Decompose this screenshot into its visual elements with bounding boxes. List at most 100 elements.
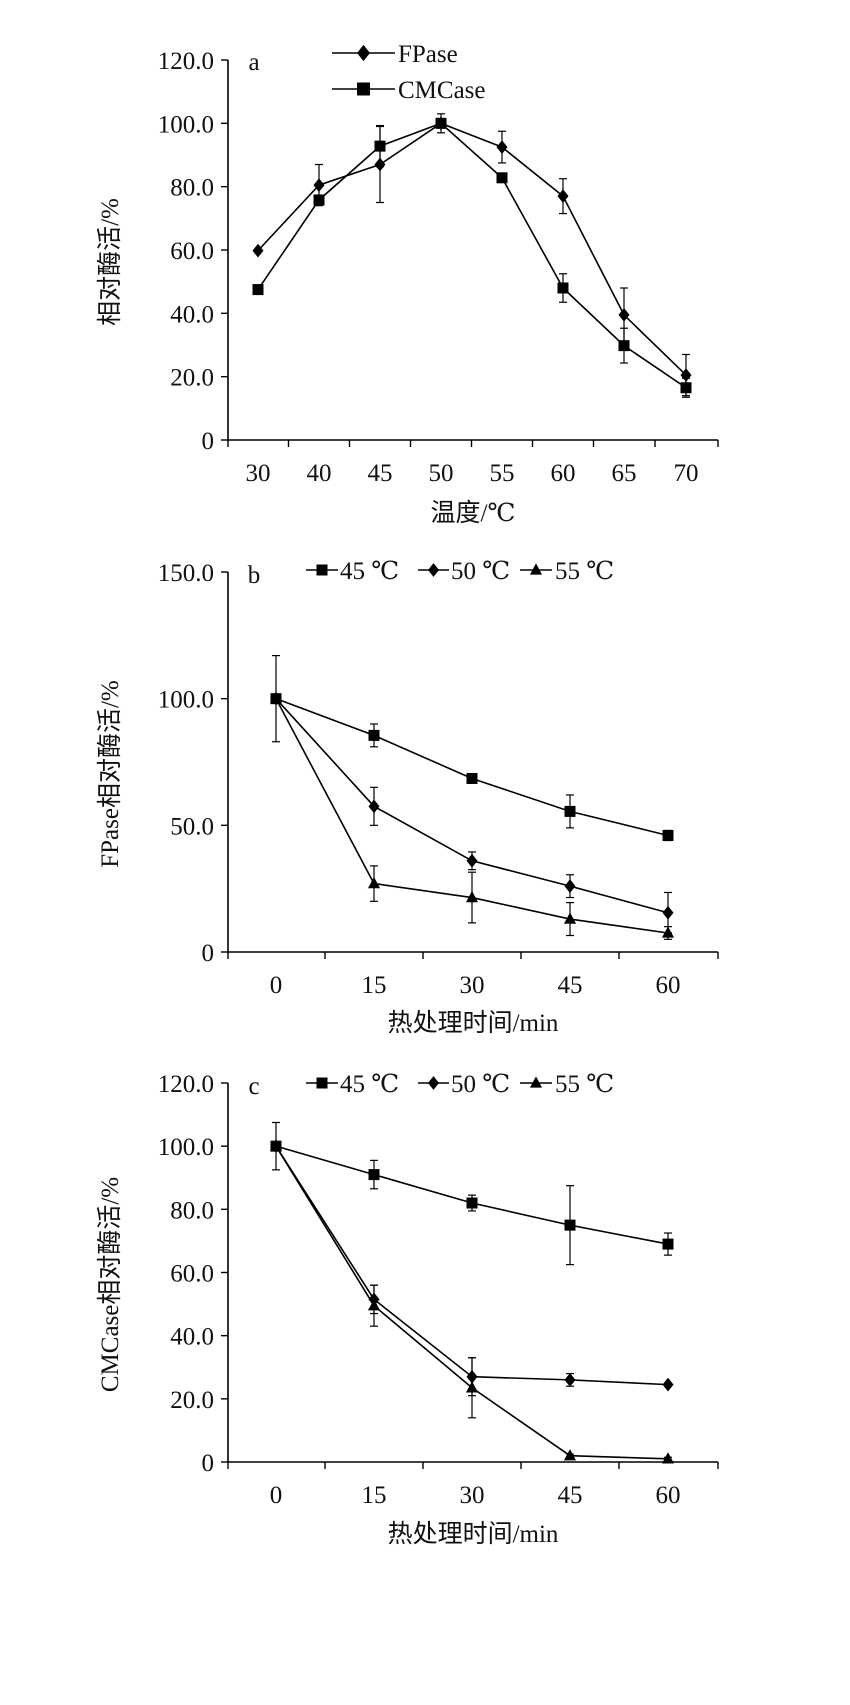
chart-panel-a: 0 20.0 40.0 60.0 80.0 100.0 120.0 30 40 45 50 55 60 6… <box>96 41 719 527</box>
legend-label: 50 ℃ <box>451 558 510 585</box>
y-tick-label: 120.0 <box>158 1071 214 1098</box>
data-point <box>564 1219 576 1231</box>
y-tick-label: 120.0 <box>158 48 214 75</box>
data-point <box>368 1169 380 1181</box>
legend-label: 55 ℃ <box>555 1071 614 1098</box>
data-point <box>313 178 325 192</box>
x-tick-label: 30 <box>460 1482 485 1509</box>
data-point <box>368 799 380 814</box>
legend-marker <box>529 563 543 575</box>
y-tick-label: 0 <box>202 940 215 967</box>
data-point <box>367 877 381 889</box>
data-point <box>269 1139 283 1151</box>
legend-label: 45 ℃ <box>340 1071 399 1098</box>
x-tick-label: 50 <box>429 460 454 487</box>
y-tick-label: 80.0 <box>170 1197 214 1224</box>
data-point <box>466 1197 478 1209</box>
data-point <box>466 1369 478 1384</box>
x-tick-label: 60 <box>656 972 681 999</box>
data-point <box>680 368 692 382</box>
x-tick-label: 60 <box>551 460 576 487</box>
x-tick-label: 65 <box>612 460 637 487</box>
x-tick-label: 45 <box>558 972 583 999</box>
data-point <box>374 157 386 172</box>
legend-marker <box>529 1076 543 1088</box>
x-tick-label: 40 <box>307 460 332 487</box>
x-tick-label: 30 <box>246 460 271 487</box>
data-point <box>564 1373 576 1387</box>
data-point <box>435 117 447 129</box>
x-axis-label: 热处理时间/min <box>388 1009 559 1037</box>
y-tick-label: 100.0 <box>158 1134 214 1161</box>
x-tick-label: 45 <box>368 460 393 487</box>
y-tick-label: 100.0 <box>158 111 214 138</box>
panel-letter: b <box>248 562 261 589</box>
data-point <box>496 140 508 154</box>
y-tick-label: 60.0 <box>170 1261 214 1288</box>
data-point <box>313 194 325 206</box>
legend-marker <box>316 1077 328 1089</box>
data-point <box>662 829 674 841</box>
x-tick-label: 60 <box>656 1482 681 1509</box>
legend-label: FPase <box>398 41 458 68</box>
x-axis-label: 热处理时间/min <box>388 1520 559 1548</box>
data-point <box>618 308 630 322</box>
legend-label: 50 ℃ <box>451 1071 510 1098</box>
y-tick-label: 0 <box>202 1450 215 1477</box>
data-point <box>252 284 264 296</box>
data-point <box>557 282 569 294</box>
x-tick-label: 55 <box>490 460 515 487</box>
data-point <box>465 1381 479 1393</box>
y-tick-label: 20.0 <box>170 365 214 392</box>
y-tick-label: 60.0 <box>170 238 214 265</box>
series-line <box>275 1145 669 1386</box>
y-tick-label: 150.0 <box>158 560 214 587</box>
series-line <box>275 697 669 837</box>
data-point <box>466 772 478 784</box>
y-tick-label: 50.0 <box>170 813 214 840</box>
chart-panel-b: 0 50.0 100.0 150.0 0 15 30 45 60 热处理时间/min FPase相对… <box>96 558 719 1037</box>
data-point <box>564 805 576 817</box>
data-point <box>661 926 675 938</box>
data-point <box>252 243 264 258</box>
series-line <box>257 122 687 376</box>
x-tick-label: 70 <box>674 460 699 487</box>
data-point <box>465 890 479 903</box>
y-axis-label: CMCase相对酶活/% <box>96 1177 124 1392</box>
y-tick-label: 40.0 <box>170 1324 214 1351</box>
legend-label: CMCase <box>398 77 486 104</box>
data-point <box>496 172 508 184</box>
data-point <box>368 729 380 741</box>
legend-label: 45 ℃ <box>340 558 399 585</box>
data-point <box>269 692 283 704</box>
data-point <box>563 912 577 924</box>
legend-label: 55 ℃ <box>555 558 614 585</box>
chart-panel-c: 0 20.0 40.0 60.0 80.0 100.0 120.0 0 15 30 45 60 热处理时… <box>96 1071 719 1548</box>
legend-marker <box>428 1076 439 1090</box>
legend-marker <box>357 82 370 96</box>
y-tick-label: 100.0 <box>158 687 214 714</box>
data-point <box>662 905 674 920</box>
data-point <box>563 1449 577 1461</box>
data-point <box>661 1452 675 1464</box>
data-point <box>466 853 478 868</box>
legend-marker <box>428 563 439 577</box>
x-tick-label: 0 <box>270 1482 283 1509</box>
panel-letter: c <box>248 1073 259 1100</box>
x-tick-label: 15 <box>362 1482 387 1509</box>
x-tick-label: 45 <box>558 1482 583 1509</box>
data-point <box>367 1299 381 1311</box>
x-tick-label: 0 <box>270 972 283 999</box>
y-tick-label: 0 <box>202 428 215 455</box>
y-axis-label: 相对酶活/% <box>96 198 124 326</box>
y-tick-label: 20.0 <box>170 1387 214 1414</box>
legend-marker <box>357 44 370 62</box>
y-tick-label: 80.0 <box>170 175 214 202</box>
data-point <box>662 1238 674 1250</box>
series-line <box>257 122 687 389</box>
data-point <box>662 1377 674 1392</box>
data-point <box>680 382 692 394</box>
y-tick-label: 40.0 <box>170 301 214 328</box>
data-point <box>557 189 569 204</box>
